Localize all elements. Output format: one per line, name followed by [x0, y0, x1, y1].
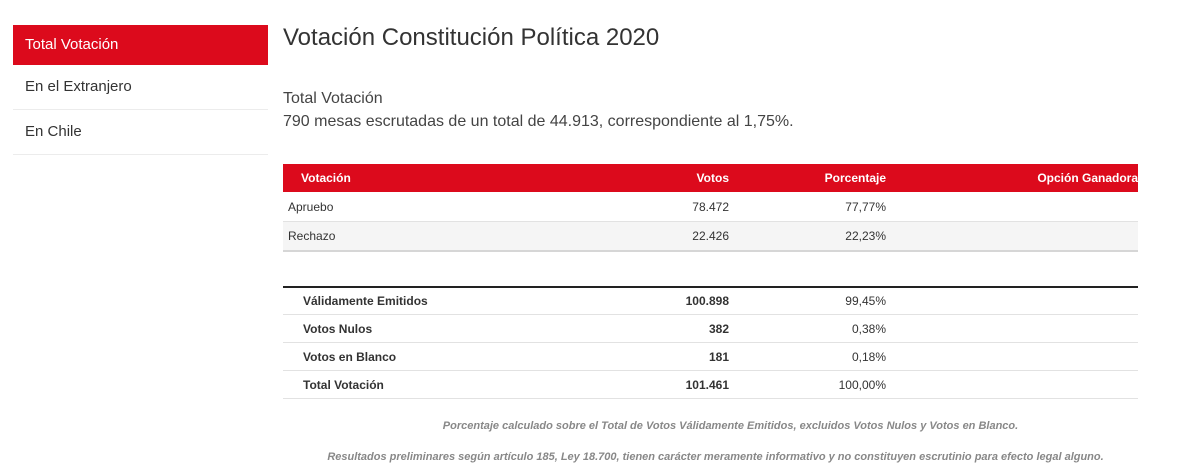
- percent-cell: 77,77%: [845, 199, 886, 214]
- votes-cell: 22.426: [692, 229, 729, 243]
- page-title: Votación Constitución Política 2020: [283, 24, 660, 51]
- table-row: Total Votación 101.461 100,00%: [283, 371, 1138, 399]
- votes-cell: 78.472: [692, 199, 729, 214]
- header-votacion: Votación: [301, 171, 351, 185]
- totals-table: Válidamente Emitidos 100.898 99,45% Voto…: [283, 286, 1138, 399]
- percent-cell: 22,23%: [845, 229, 886, 243]
- header-porcentaje: Porcentaje: [824, 171, 886, 185]
- total-percent-cell: 100,00%: [838, 377, 886, 392]
- footnote-percentage: Porcentaje calculado sobre el Total de V…: [442, 420, 1019, 432]
- header-votos: Votos: [696, 171, 729, 185]
- results-table: Votación Votos Porcentaje Opción Ganador…: [283, 164, 1138, 252]
- total-label-cell: Votos Nulos: [303, 321, 373, 336]
- table-row: Apruebo 78.472 77,77%: [283, 192, 1138, 222]
- total-votes-cell: 382: [708, 321, 729, 336]
- total-percent-cell: 0,38%: [851, 321, 886, 336]
- table-row: Rechazo 22.426 22,23%: [283, 222, 1138, 252]
- total-percent-cell: 99,45%: [845, 294, 886, 308]
- table-row: Votos Nulos 382 0,38%: [283, 315, 1138, 343]
- total-label-cell: Total Votación: [303, 377, 384, 392]
- footnote-legal: Resultados preliminares según artículo 1…: [327, 451, 1104, 463]
- sidebar-item-extranjero[interactable]: En el Extranjero: [13, 65, 268, 110]
- sidebar-nav: Total Votación En el Extranjero En Chile: [13, 25, 268, 155]
- total-label-cell: Votos en Blanco: [303, 349, 397, 364]
- total-votes-cell: 101.461: [685, 377, 729, 392]
- sidebar-item-total-votacion[interactable]: Total Votación: [13, 25, 268, 65]
- table-row: Válidamente Emitidos 100.898 99,45%: [283, 288, 1138, 315]
- total-votes-cell: 181: [708, 349, 729, 364]
- option-cell: Apruebo: [288, 199, 334, 214]
- scrutiny-summary: 790 mesas escrutadas de un total de 44.9…: [283, 113, 794, 130]
- results-table-header: Votación Votos Porcentaje Opción Ganador…: [283, 164, 1138, 192]
- sidebar-item-chile[interactable]: En Chile: [13, 110, 268, 155]
- total-label-cell: Válidamente Emitidos: [303, 294, 428, 308]
- option-cell: Rechazo: [288, 229, 336, 243]
- total-percent-cell: 0,18%: [851, 349, 886, 364]
- table-row: Votos en Blanco 181 0,18%: [283, 343, 1138, 371]
- total-votes-cell: 100.898: [685, 294, 729, 308]
- section-subtitle: Total Votación: [283, 90, 383, 107]
- header-opcion-ganadora: Opción Ganadora: [1037, 171, 1138, 185]
